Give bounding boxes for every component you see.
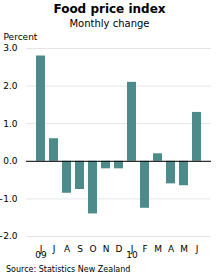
html-text:Monthly change: Monthly change [69, 18, 150, 29]
svg-text:3.0: 3.0 [3, 43, 18, 53]
svg-text:0.0: 0.0 [3, 156, 18, 166]
svg-text:M: M [180, 244, 188, 254]
html-text:Source: Statistics New Zealand: Source: Statistics New Zealand [6, 265, 131, 274]
svg-text:J: J [130, 243, 134, 254]
svg-text:J: J [195, 244, 199, 254]
svg-text:Percent: Percent [4, 32, 38, 42]
svg-text:J: J [52, 244, 56, 254]
svg-text:D: D [116, 244, 123, 254]
svg-text:A: A [168, 244, 175, 254]
svg-text:09: 09 [35, 250, 47, 260]
svg-text:2.0: 2.0 [3, 81, 18, 91]
svg-text:−1.0: −1.0 [0, 194, 18, 204]
svg-text:F: F [142, 244, 147, 254]
svg-text:A: A [64, 244, 71, 254]
svg-text:J: J [39, 243, 43, 254]
svg-text:−2.0: −2.0 [0, 231, 18, 241]
html-text:Food price index: Food price index [53, 2, 166, 16]
svg-text:1.0: 1.0 [3, 119, 18, 129]
svg-text:10: 10 [126, 250, 138, 260]
svg-text:M: M [154, 244, 162, 254]
svg-text:S: S [77, 244, 83, 254]
svg-text:O: O [89, 244, 96, 254]
svg-text:N: N [103, 244, 110, 254]
